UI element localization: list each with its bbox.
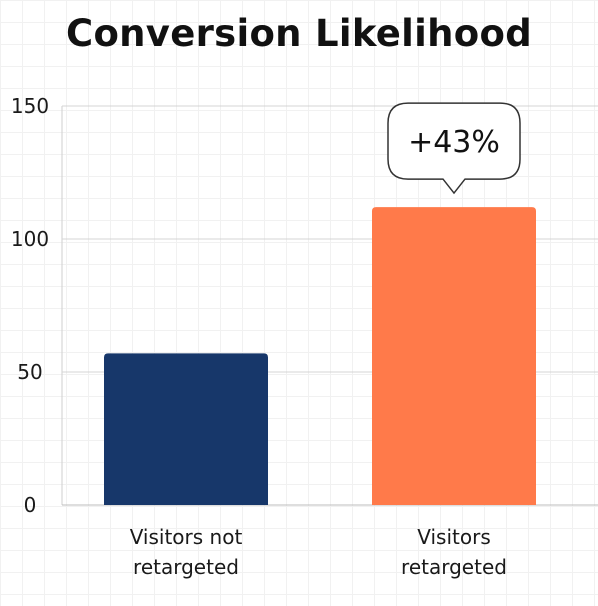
chart-title: Conversion Likelihood: [65, 12, 533, 55]
bar: [104, 353, 268, 505]
callout-bubble: [387, 102, 521, 195]
y-tick-label: 50: [17, 360, 42, 384]
annotations: +43%: [387, 102, 521, 195]
callout-label: +43%: [408, 125, 500, 160]
x-tick-label: Visitors not retargeted: [130, 525, 243, 579]
y-axis-ticks: 0 50 100 150: [11, 94, 49, 517]
x-tick-label: Visitors retargeted: [401, 525, 507, 579]
y-tick-label: 100: [11, 227, 49, 251]
bars: [104, 207, 536, 505]
bar: [372, 207, 536, 505]
x-axis-labels: Visitors not retargeted Visitors retargeted: [130, 525, 507, 579]
y-tick-label: 0: [24, 493, 37, 517]
y-tick-label: 150: [11, 94, 49, 118]
